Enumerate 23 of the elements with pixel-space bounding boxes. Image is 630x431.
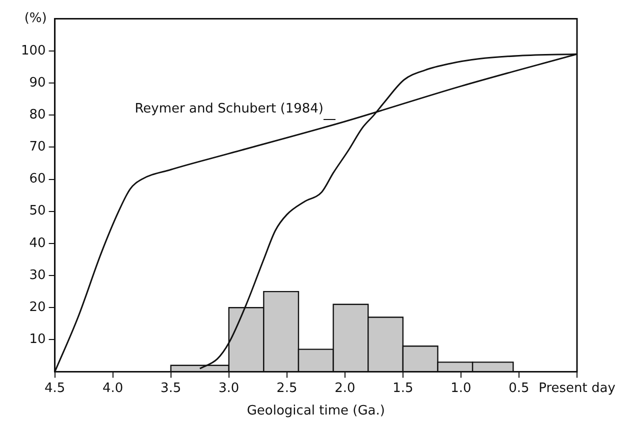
y-axis-title: (%) [24, 11, 47, 26]
y-tick-label: 10 [29, 332, 46, 348]
x-tick-label: 0.5 [508, 380, 530, 396]
y-tick-label: 20 [29, 300, 46, 315]
x-axis-title: Geological time (Ga.) [246, 404, 385, 419]
annotation: Reymer and Schubert (1984) [134, 101, 324, 116]
x-tick-label: 1.5 [392, 380, 414, 396]
y-tick-label: 30 [29, 268, 46, 283]
y-tick-label: 50 [29, 204, 46, 219]
x-tick-label: 2.5 [276, 380, 298, 396]
x-tick-label: 1.0 [450, 380, 472, 396]
x-tick-label: 3.0 [218, 380, 240, 396]
x-tick-label: 2.0 [334, 380, 356, 396]
x-tick-label: 3.5 [160, 380, 182, 396]
x-tick-label: 4.5 [44, 380, 66, 396]
y-tick-label: 70 [29, 140, 46, 155]
y-tick-label: 90 [29, 75, 46, 90]
y-tick-label: 100 [20, 43, 46, 58]
y-tick-label: 80 [29, 107, 46, 122]
y-tick-label: 40 [29, 236, 46, 251]
x-tick-label: Present day [538, 380, 616, 396]
x-tick-label: 4.0 [102, 380, 124, 396]
y-tick-label: 60 [29, 172, 46, 187]
